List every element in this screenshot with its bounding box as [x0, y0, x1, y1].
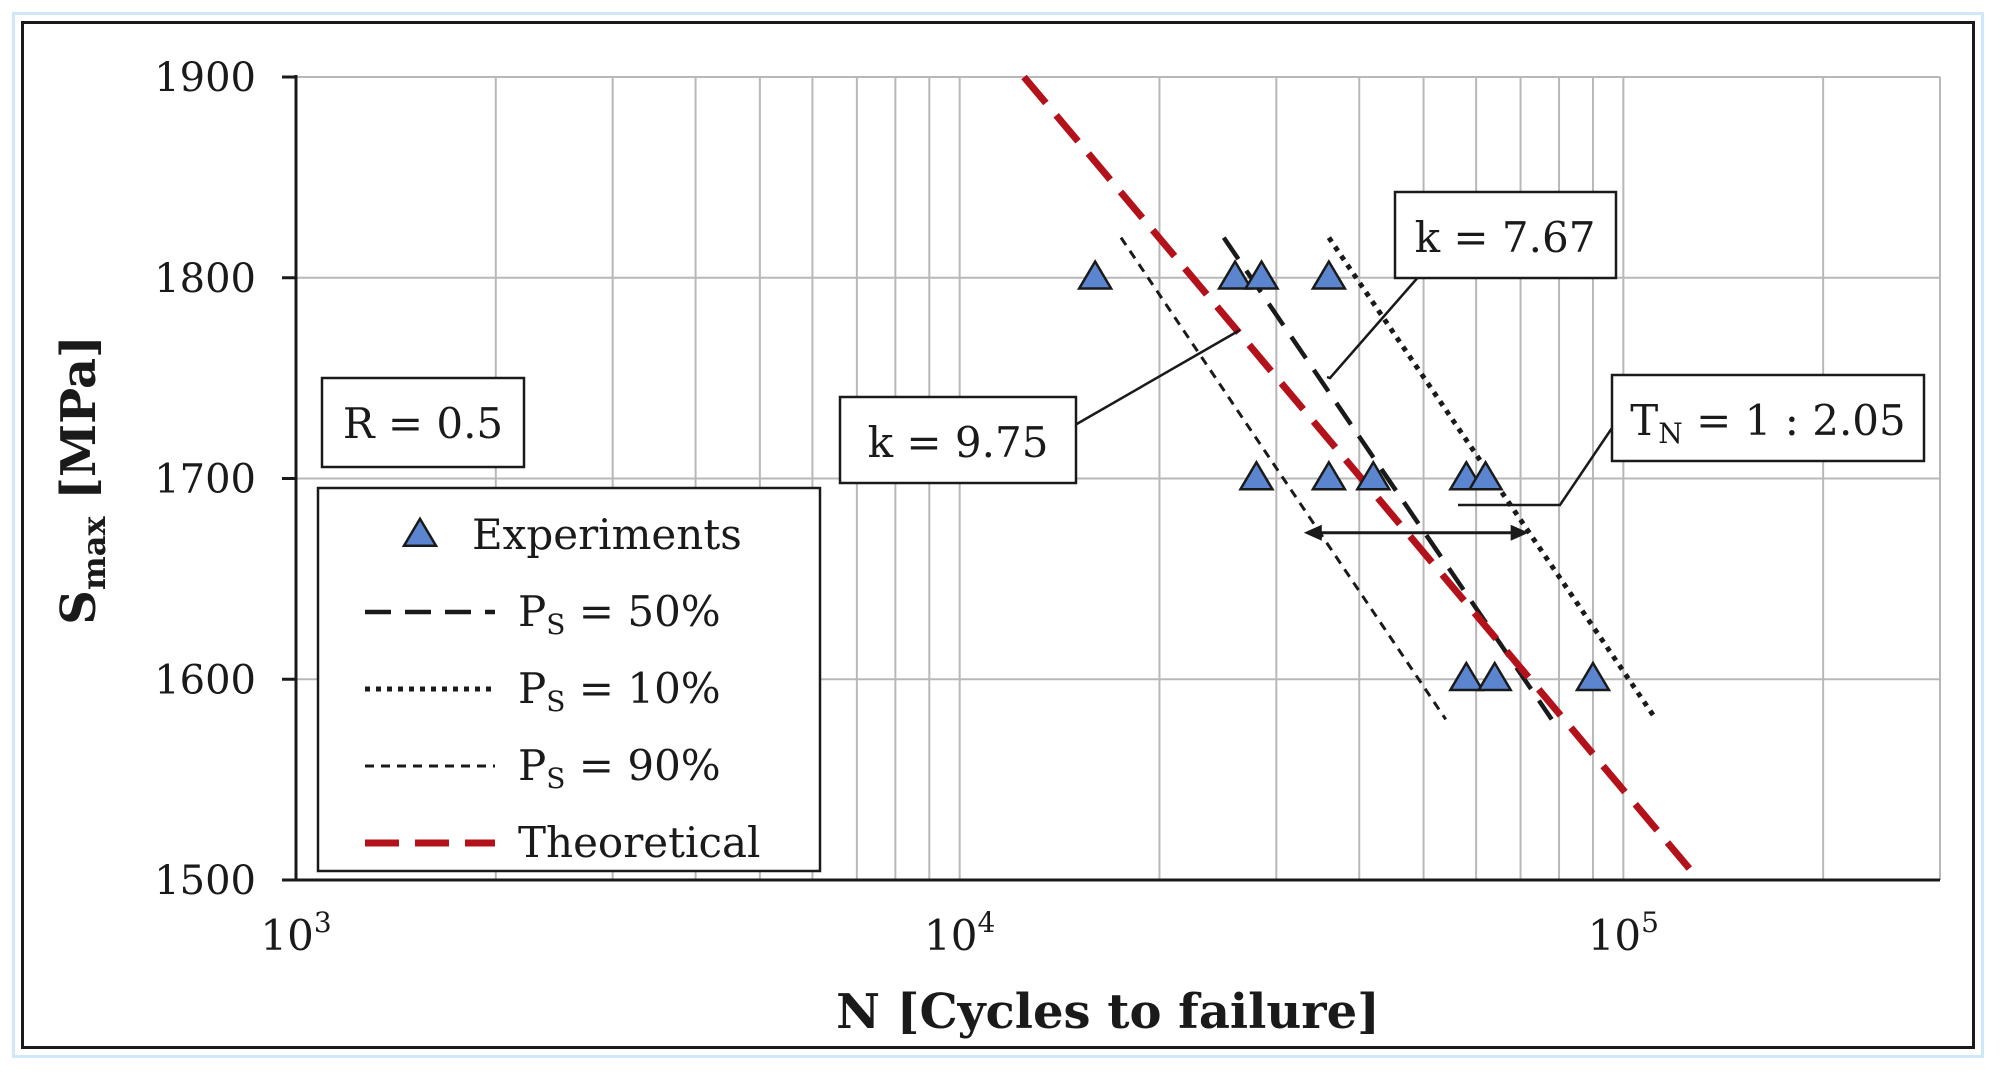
k1-box — [1393, 190, 1618, 280]
legend-label-dotted: PS = 10% — [518, 664, 721, 718]
y-tick-label: 1600 — [154, 657, 256, 703]
experiment-point — [1216, 259, 1254, 290]
legend-label-fine-dashed: PS = 90% — [518, 741, 721, 795]
r-ratio-label: R = 0.5 — [343, 399, 503, 448]
r-ratio-box — [320, 376, 526, 469]
legend-label-experiments: Experiments — [472, 510, 742, 559]
y-tick-label: 1500 — [154, 858, 256, 904]
k2-label: k = 9.75 — [868, 418, 1049, 467]
y-axis-label-sub: max — [75, 515, 113, 590]
arrow-head-right — [1510, 524, 1529, 541]
axes — [282, 75, 1940, 882]
legend-label-dashed: PS = 50% — [518, 587, 721, 641]
experiment-point — [1448, 660, 1485, 692]
scatter-range-arrow — [1303, 524, 1529, 541]
x-axis-label: N [Cycles to failure] — [836, 984, 1380, 1040]
figure-inner-border — [21, 21, 1975, 1049]
experiment-point — [1467, 459, 1504, 491]
x-tick-label: 105 — [1588, 906, 1659, 960]
x-tick-label: 104 — [924, 906, 995, 960]
experiment-point — [1310, 459, 1348, 491]
series-line-fine-dashed — [1119, 236, 1447, 721]
tn-label: TN = 1 : 2.05 — [1630, 396, 1906, 450]
experiment-point — [1076, 259, 1114, 290]
experiment-point — [1243, 259, 1280, 290]
y-tick-label: 1900 — [154, 55, 256, 101]
k2-leader-line — [1074, 328, 1241, 427]
tick-labels: 1500 1600 1700 1800 1900 103 104 105 — [154, 55, 1659, 960]
experiment-point — [1355, 459, 1392, 491]
tn-label-suffix: = 1 : 2.05 — [1683, 396, 1906, 445]
y-axis-label-main: S — [51, 590, 107, 625]
series-line-red-dashed — [1021, 74, 1702, 880]
legend-box — [316, 486, 822, 873]
tn-leader-line — [1458, 427, 1614, 507]
k2-box — [838, 395, 1078, 485]
annotations: k = 7.67 k = 9.75 TN = 1 : 2.05 R = 0.5 — [320, 190, 1926, 541]
x-tick-label: 103 — [260, 906, 331, 960]
series-line-dashed — [1221, 236, 1554, 721]
legend-marker-experiments — [401, 516, 439, 548]
k1-label: k = 7.67 — [1415, 213, 1596, 262]
legend-label-red-dashed: Theoretical — [518, 818, 760, 867]
experiment-point — [1476, 660, 1513, 692]
y-tick-label: 1800 — [154, 256, 256, 302]
y-axis-label: Smax [MPa] — [51, 335, 113, 625]
experiment-point — [1574, 660, 1612, 692]
series-lines — [1021, 74, 1702, 880]
experiment-point — [1238, 459, 1275, 491]
experiment-points — [1076, 259, 1612, 692]
series-line-dotted — [1326, 236, 1659, 721]
k1-leader-line — [1326, 274, 1421, 380]
y-axis-label-unit: [MPa] — [51, 335, 107, 516]
experiment-point — [1310, 259, 1348, 290]
legend: Experiments PS = 50% PS = 10% PS = 90% Theor… — [316, 486, 822, 873]
tn-label-sub: N — [1658, 417, 1683, 450]
arrow-head-left — [1303, 524, 1322, 541]
tn-label-prefix: T — [1630, 396, 1658, 445]
y-tick-label: 1700 — [154, 457, 256, 503]
svg-text:Smax [MPa]: Smax [MPa] — [51, 335, 113, 625]
tn-box — [1610, 373, 1926, 463]
figure-outer-border — [12, 12, 1984, 1058]
